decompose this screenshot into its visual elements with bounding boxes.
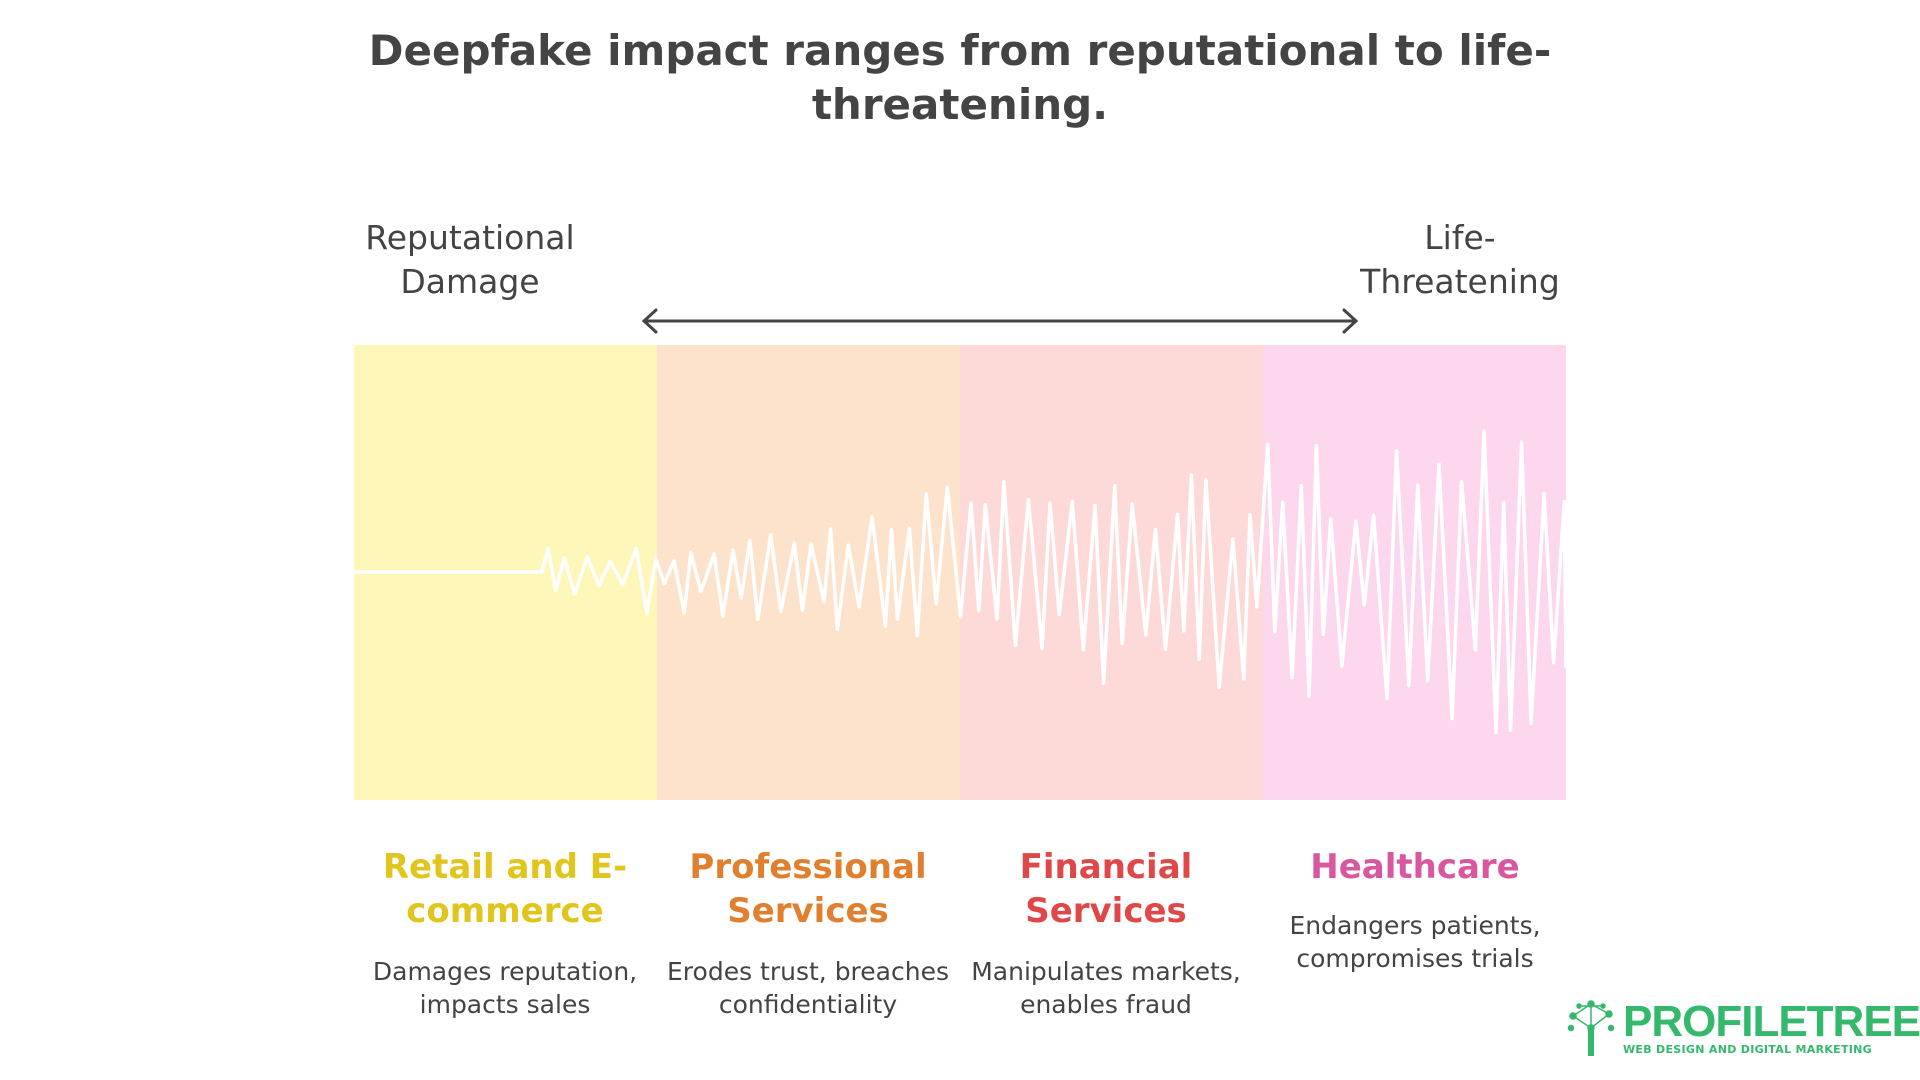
profiletree-logo: PROFILETREE WEB DESIGN AND DIGITAL MARKE… [1565, 998, 1920, 1058]
waveform-line [354, 429, 1566, 735]
category-healthcare: Healthcare Endangers patients, compromis… [1270, 845, 1560, 975]
left-scale-label: Reputational Damage [365, 218, 575, 301]
category-description: Endangers patients, compromises trials [1289, 911, 1541, 973]
right-scale-label: Life-Threatening [1360, 218, 1560, 301]
tree-icon [1567, 1000, 1615, 1056]
category-retail: Retail and E-commerce Damages reputation… [360, 845, 650, 1021]
category-description: Erodes trust, breaches confidentiality [667, 957, 949, 1019]
category-title: Financial Services [1019, 847, 1193, 931]
category-description: Damages reputation, impacts sales [372, 957, 638, 1019]
category-title: Retail and E-commerce [382, 847, 628, 931]
category-title: Professional Services [689, 847, 927, 931]
category-professional: Professional Services Erodes trust, brea… [663, 845, 953, 1021]
double-arrow-icon [641, 308, 1359, 334]
category-title: Healthcare [1310, 847, 1520, 887]
logo-tagline: WEB DESIGN AND DIGITAL MARKETING [1623, 1042, 1873, 1056]
category-financial: Financial Services Manipulates markets, … [961, 845, 1251, 1021]
page-title: Deepfake impact ranges from reputational… [368, 26, 1552, 129]
logo-name: PROFILETREE [1623, 996, 1920, 1046]
category-description: Manipulates markets, enables fraud [971, 957, 1241, 1019]
waveform [354, 429, 1566, 735]
